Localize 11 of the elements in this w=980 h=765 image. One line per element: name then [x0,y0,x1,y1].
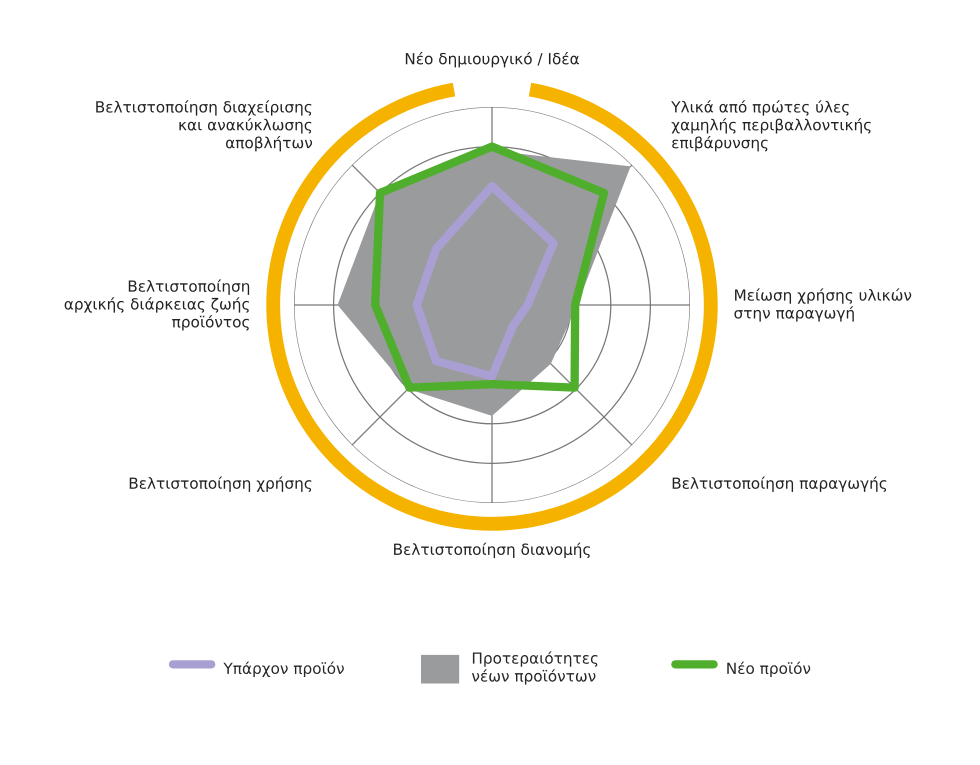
spoke-label: Μείωση χρήσης υλικών στην παραγωγή [734,288,912,322]
legend-label: Νέο προϊόν [727,662,810,678]
spoke-label: Υλικά από πρώτες ύλες χαμηλής περιβαλλοντικής επιβάρυνσης [671,100,871,152]
spoke-label: Βελτιστοποίηση παραγωγής [672,476,886,492]
legend-label: Προτεραιότητες νέων προϊόντων [472,651,598,685]
legend-label: Υπάρχον προϊόν [223,662,344,678]
spoke-label: Βελτιστοποίηση διαχείρισης και ανακύκλωσης αποβλήτων [96,100,312,152]
spoke-label: Νέο δημιουργικό / Ιδέα [406,52,579,68]
spoke-label: Βελτιστοποίηση διανομής [394,542,590,558]
spoke-label: Βελτιστοποίηση αρχικής διάρκειας ζωής προϊόντος [64,279,250,331]
spoke-label: Βελτιστοποίηση χρήσης [130,476,312,492]
